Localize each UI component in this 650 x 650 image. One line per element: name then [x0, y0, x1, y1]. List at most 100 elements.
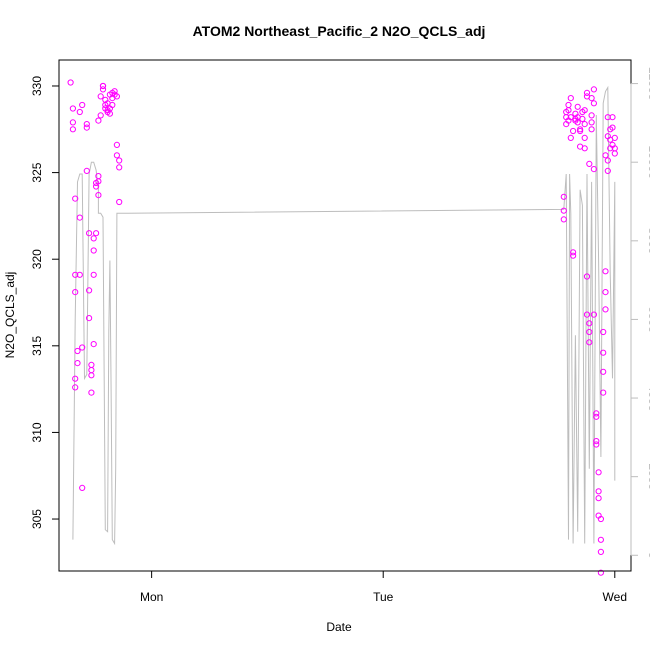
- x-tick-label: Wed: [603, 590, 627, 604]
- data-point: [602, 268, 609, 275]
- data-point: [72, 195, 79, 202]
- data-point: [72, 384, 79, 391]
- data-point: [597, 515, 605, 523]
- data-point: [79, 484, 86, 491]
- data-point: [588, 126, 595, 133]
- data-point: [93, 183, 100, 190]
- data-point: [588, 119, 595, 126]
- data-point: [72, 375, 79, 382]
- y2-tick-label: 6000: [646, 306, 650, 333]
- y-tick-label: 310: [30, 422, 44, 442]
- data-point: [604, 167, 611, 174]
- data-point: [109, 101, 116, 109]
- data-point: [79, 101, 86, 109]
- data-point: [111, 88, 118, 95]
- data-point: [113, 152, 121, 159]
- data-point: [69, 126, 77, 133]
- data-point: [74, 347, 81, 355]
- data-point: [88, 361, 95, 368]
- plot-frame: [58, 59, 632, 572]
- data-point: [113, 93, 121, 100]
- data-point: [597, 536, 605, 543]
- data-point: [593, 438, 600, 445]
- data-point: [586, 328, 593, 336]
- data-point: [586, 320, 593, 327]
- data-point: [95, 178, 102, 185]
- y-axis-left: 305 310 315 320 325 330: [30, 76, 60, 529]
- data-point: [593, 413, 600, 420]
- data-point: [86, 287, 93, 294]
- data-point: [116, 164, 123, 171]
- data-point: [90, 247, 97, 254]
- data-point: [588, 112, 595, 119]
- data-point: [567, 134, 574, 141]
- data-point: [604, 114, 611, 121]
- data-point: [597, 548, 605, 556]
- y-tick-label: 320: [30, 249, 44, 269]
- data-point: [570, 252, 577, 259]
- data-point: [593, 441, 600, 448]
- y2-tick-label: 12000: [646, 67, 650, 101]
- data-point: [595, 495, 602, 502]
- data-point: [560, 193, 567, 200]
- data-point: [90, 235, 97, 242]
- data-point: [586, 339, 593, 346]
- data-point: [106, 110, 114, 117]
- data-point: [600, 368, 607, 375]
- data-point: [567, 95, 574, 102]
- data-point: [602, 289, 609, 296]
- data-point: [611, 150, 618, 157]
- y-tick-label: 325: [30, 162, 44, 182]
- data-point: [113, 141, 121, 148]
- data-point: [588, 95, 595, 102]
- y-tick-label: 305: [30, 509, 44, 529]
- data-point: [97, 112, 104, 119]
- data-point: [99, 86, 107, 93]
- data-point: [69, 119, 77, 126]
- y-tick-label: 330: [30, 76, 44, 96]
- data-point: [583, 311, 591, 318]
- data-point: [86, 230, 93, 237]
- data-point: [90, 341, 97, 348]
- y-axis-label: N2O_QCLS_adj: [3, 272, 17, 359]
- data-point: [97, 93, 104, 100]
- data-point: [590, 311, 598, 318]
- n2o-points-layer: [67, 79, 618, 576]
- y2-tick-label: 0: [646, 552, 650, 559]
- data-point: [79, 344, 86, 351]
- altitude-line-layer: [72, 85, 616, 546]
- data-point: [570, 127, 577, 135]
- data-point: [574, 103, 581, 110]
- data-point: [95, 117, 102, 124]
- data-point: [586, 160, 593, 167]
- chart-title: ATOM2 Northeast_Pacific_2 N2O_QCLS_adj: [193, 23, 486, 39]
- y2-tick-label: 4000: [646, 385, 650, 412]
- data-point: [76, 108, 83, 116]
- data-point: [67, 79, 74, 86]
- data-point: [565, 107, 572, 114]
- altitude-series-line: [72, 85, 616, 546]
- data-point: [600, 349, 607, 356]
- data-point: [600, 389, 607, 396]
- data-point: [560, 207, 567, 214]
- data-point: [579, 115, 586, 123]
- data-point: [88, 372, 95, 379]
- data-point: [577, 126, 584, 133]
- y2-tick-label: 10000: [646, 146, 650, 180]
- data-point: [600, 328, 607, 336]
- data-point: [116, 198, 123, 206]
- data-point: [590, 166, 598, 173]
- data-point: [76, 214, 83, 221]
- data-point: [83, 167, 90, 174]
- data-point: [583, 89, 591, 97]
- data-point: [593, 410, 600, 417]
- data-point: [609, 124, 616, 131]
- data-point: [611, 134, 618, 141]
- data-point: [583, 273, 591, 280]
- data-point: [93, 230, 100, 237]
- data-point: [581, 107, 588, 114]
- y2-tick-label: 2000: [646, 463, 650, 490]
- data-point: [609, 114, 616, 121]
- data-point: [565, 101, 572, 109]
